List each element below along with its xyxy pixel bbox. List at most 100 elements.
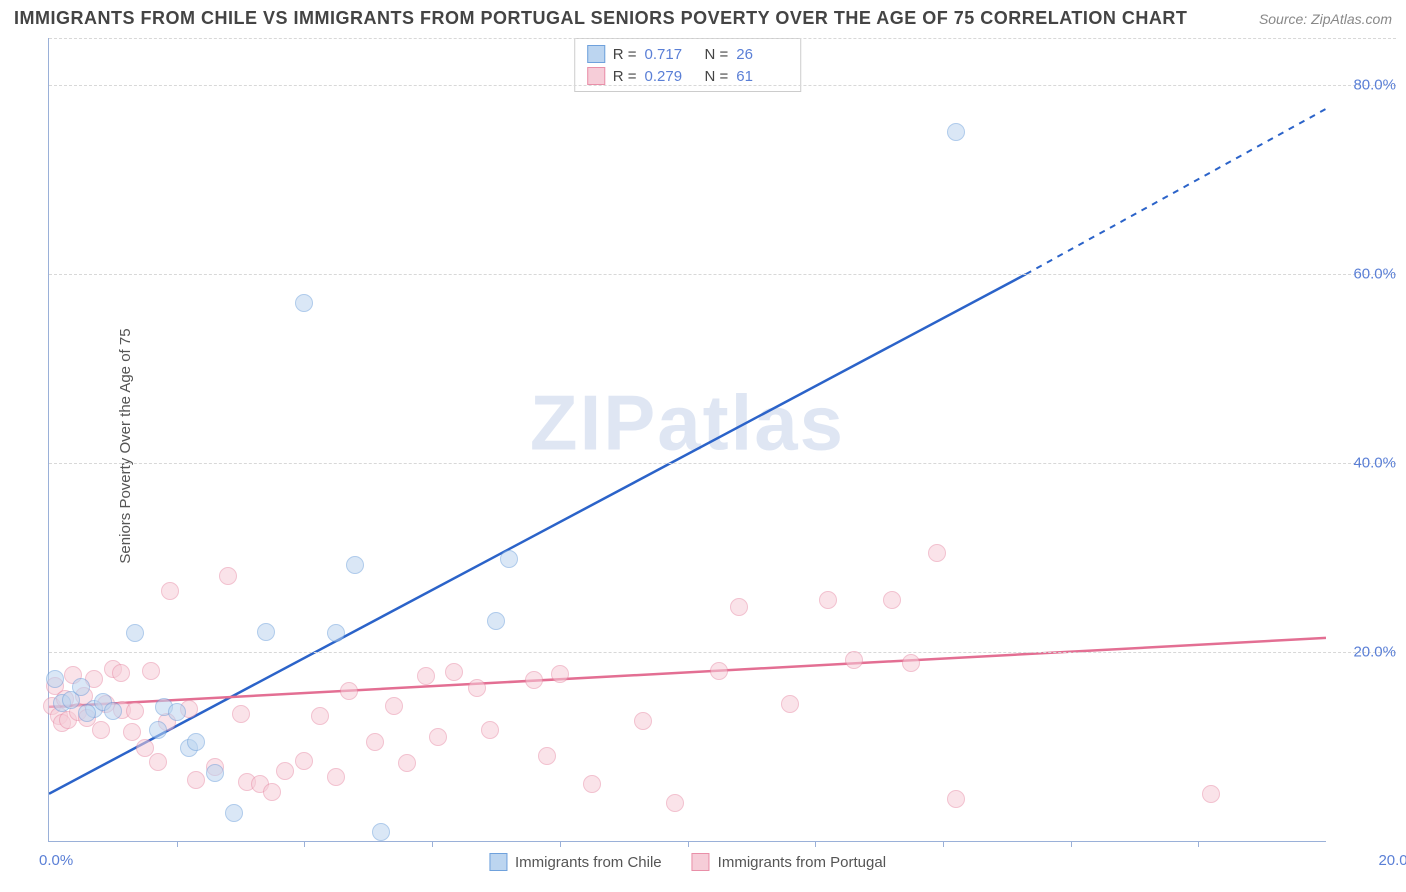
data-point — [583, 775, 601, 793]
swatch-portugal-icon — [587, 67, 605, 85]
data-point — [126, 702, 144, 720]
data-point — [168, 703, 186, 721]
source-label: Source: ZipAtlas.com — [1259, 11, 1392, 27]
data-point — [92, 721, 110, 739]
data-point — [500, 550, 518, 568]
legend-item-chile: Immigrants from Chile — [489, 853, 662, 871]
x-axis-start: 0.0% — [39, 852, 73, 869]
data-point — [46, 670, 64, 688]
data-point — [327, 624, 345, 642]
data-point — [276, 762, 294, 780]
x-tick — [815, 841, 816, 847]
data-point — [142, 662, 160, 680]
watermark-text: ZIPatlas — [530, 378, 845, 469]
data-point — [295, 294, 313, 312]
gridline — [49, 463, 1396, 464]
x-tick — [1198, 841, 1199, 847]
n-label: N = — [705, 68, 729, 85]
x-tick — [688, 841, 689, 847]
data-point — [487, 612, 505, 630]
x-axis-end: 20.0% — [1378, 852, 1406, 869]
n-label: N = — [705, 46, 729, 63]
data-point — [187, 733, 205, 751]
data-point — [187, 771, 205, 789]
r-label: R = — [613, 68, 637, 85]
x-tick — [943, 841, 944, 847]
data-point — [232, 705, 250, 723]
data-point — [206, 764, 224, 782]
legend-row-chile: R = 0.717 N = 26 — [587, 43, 789, 65]
data-point — [385, 697, 403, 715]
legend-label: Immigrants from Portugal — [718, 854, 886, 871]
data-point — [481, 721, 499, 739]
legend-label: Immigrants from Chile — [515, 854, 662, 871]
data-point — [346, 556, 364, 574]
data-point — [710, 662, 728, 680]
legend-item-portugal: Immigrants from Portugal — [692, 853, 886, 871]
data-point — [78, 704, 96, 722]
r-label: R = — [613, 46, 637, 63]
n-value: 61 — [736, 68, 788, 85]
y-tick-label: 40.0% — [1336, 455, 1396, 472]
data-point — [398, 754, 416, 772]
data-point — [819, 591, 837, 609]
data-point — [161, 582, 179, 600]
data-point — [417, 667, 435, 685]
data-point — [72, 678, 90, 696]
data-point — [126, 624, 144, 642]
swatch-chile-icon — [587, 45, 605, 63]
data-point — [123, 723, 141, 741]
gridline — [49, 652, 1396, 653]
data-point — [730, 598, 748, 616]
r-value: 0.717 — [645, 46, 697, 63]
y-tick-label: 60.0% — [1336, 266, 1396, 283]
y-tick-label: 20.0% — [1336, 644, 1396, 661]
data-point — [538, 747, 556, 765]
x-tick — [432, 841, 433, 847]
data-point — [149, 721, 167, 739]
data-point — [781, 695, 799, 713]
data-point — [947, 790, 965, 808]
r-value: 0.279 — [645, 68, 697, 85]
series-legend: Immigrants from Chile Immigrants from Po… — [489, 853, 886, 871]
data-point — [372, 823, 390, 841]
x-tick — [304, 841, 305, 847]
data-point — [295, 752, 313, 770]
x-tick — [1071, 841, 1072, 847]
data-point — [311, 707, 329, 725]
y-tick-label: 80.0% — [1336, 77, 1396, 94]
data-point — [525, 671, 543, 689]
data-point — [263, 783, 281, 801]
data-point — [666, 794, 684, 812]
data-point — [340, 682, 358, 700]
legend-row-portugal: R = 0.279 N = 61 — [587, 65, 789, 87]
data-point — [327, 768, 345, 786]
swatch-chile-icon — [489, 853, 507, 871]
data-point — [112, 664, 130, 682]
data-point — [257, 623, 275, 641]
data-point — [468, 679, 486, 697]
data-point — [225, 804, 243, 822]
gridline — [49, 38, 1396, 39]
scatter-plot: ZIPatlas R = 0.717 N = 26 R = 0.279 N = … — [48, 38, 1326, 842]
data-point — [634, 712, 652, 730]
n-value: 26 — [736, 46, 788, 63]
data-point — [928, 544, 946, 562]
x-tick — [560, 841, 561, 847]
data-point — [219, 567, 237, 585]
swatch-portugal-icon — [692, 853, 710, 871]
correlation-legend: R = 0.717 N = 26 R = 0.279 N = 61 — [574, 38, 802, 92]
data-point — [366, 733, 384, 751]
x-tick — [177, 841, 178, 847]
data-point — [883, 591, 901, 609]
data-point — [445, 663, 463, 681]
gridline — [49, 274, 1396, 275]
data-point — [947, 123, 965, 141]
gridline — [49, 85, 1396, 86]
data-point — [429, 728, 447, 746]
data-point — [1202, 785, 1220, 803]
data-point — [104, 702, 122, 720]
data-point — [551, 665, 569, 683]
data-point — [149, 753, 167, 771]
data-point — [845, 651, 863, 669]
